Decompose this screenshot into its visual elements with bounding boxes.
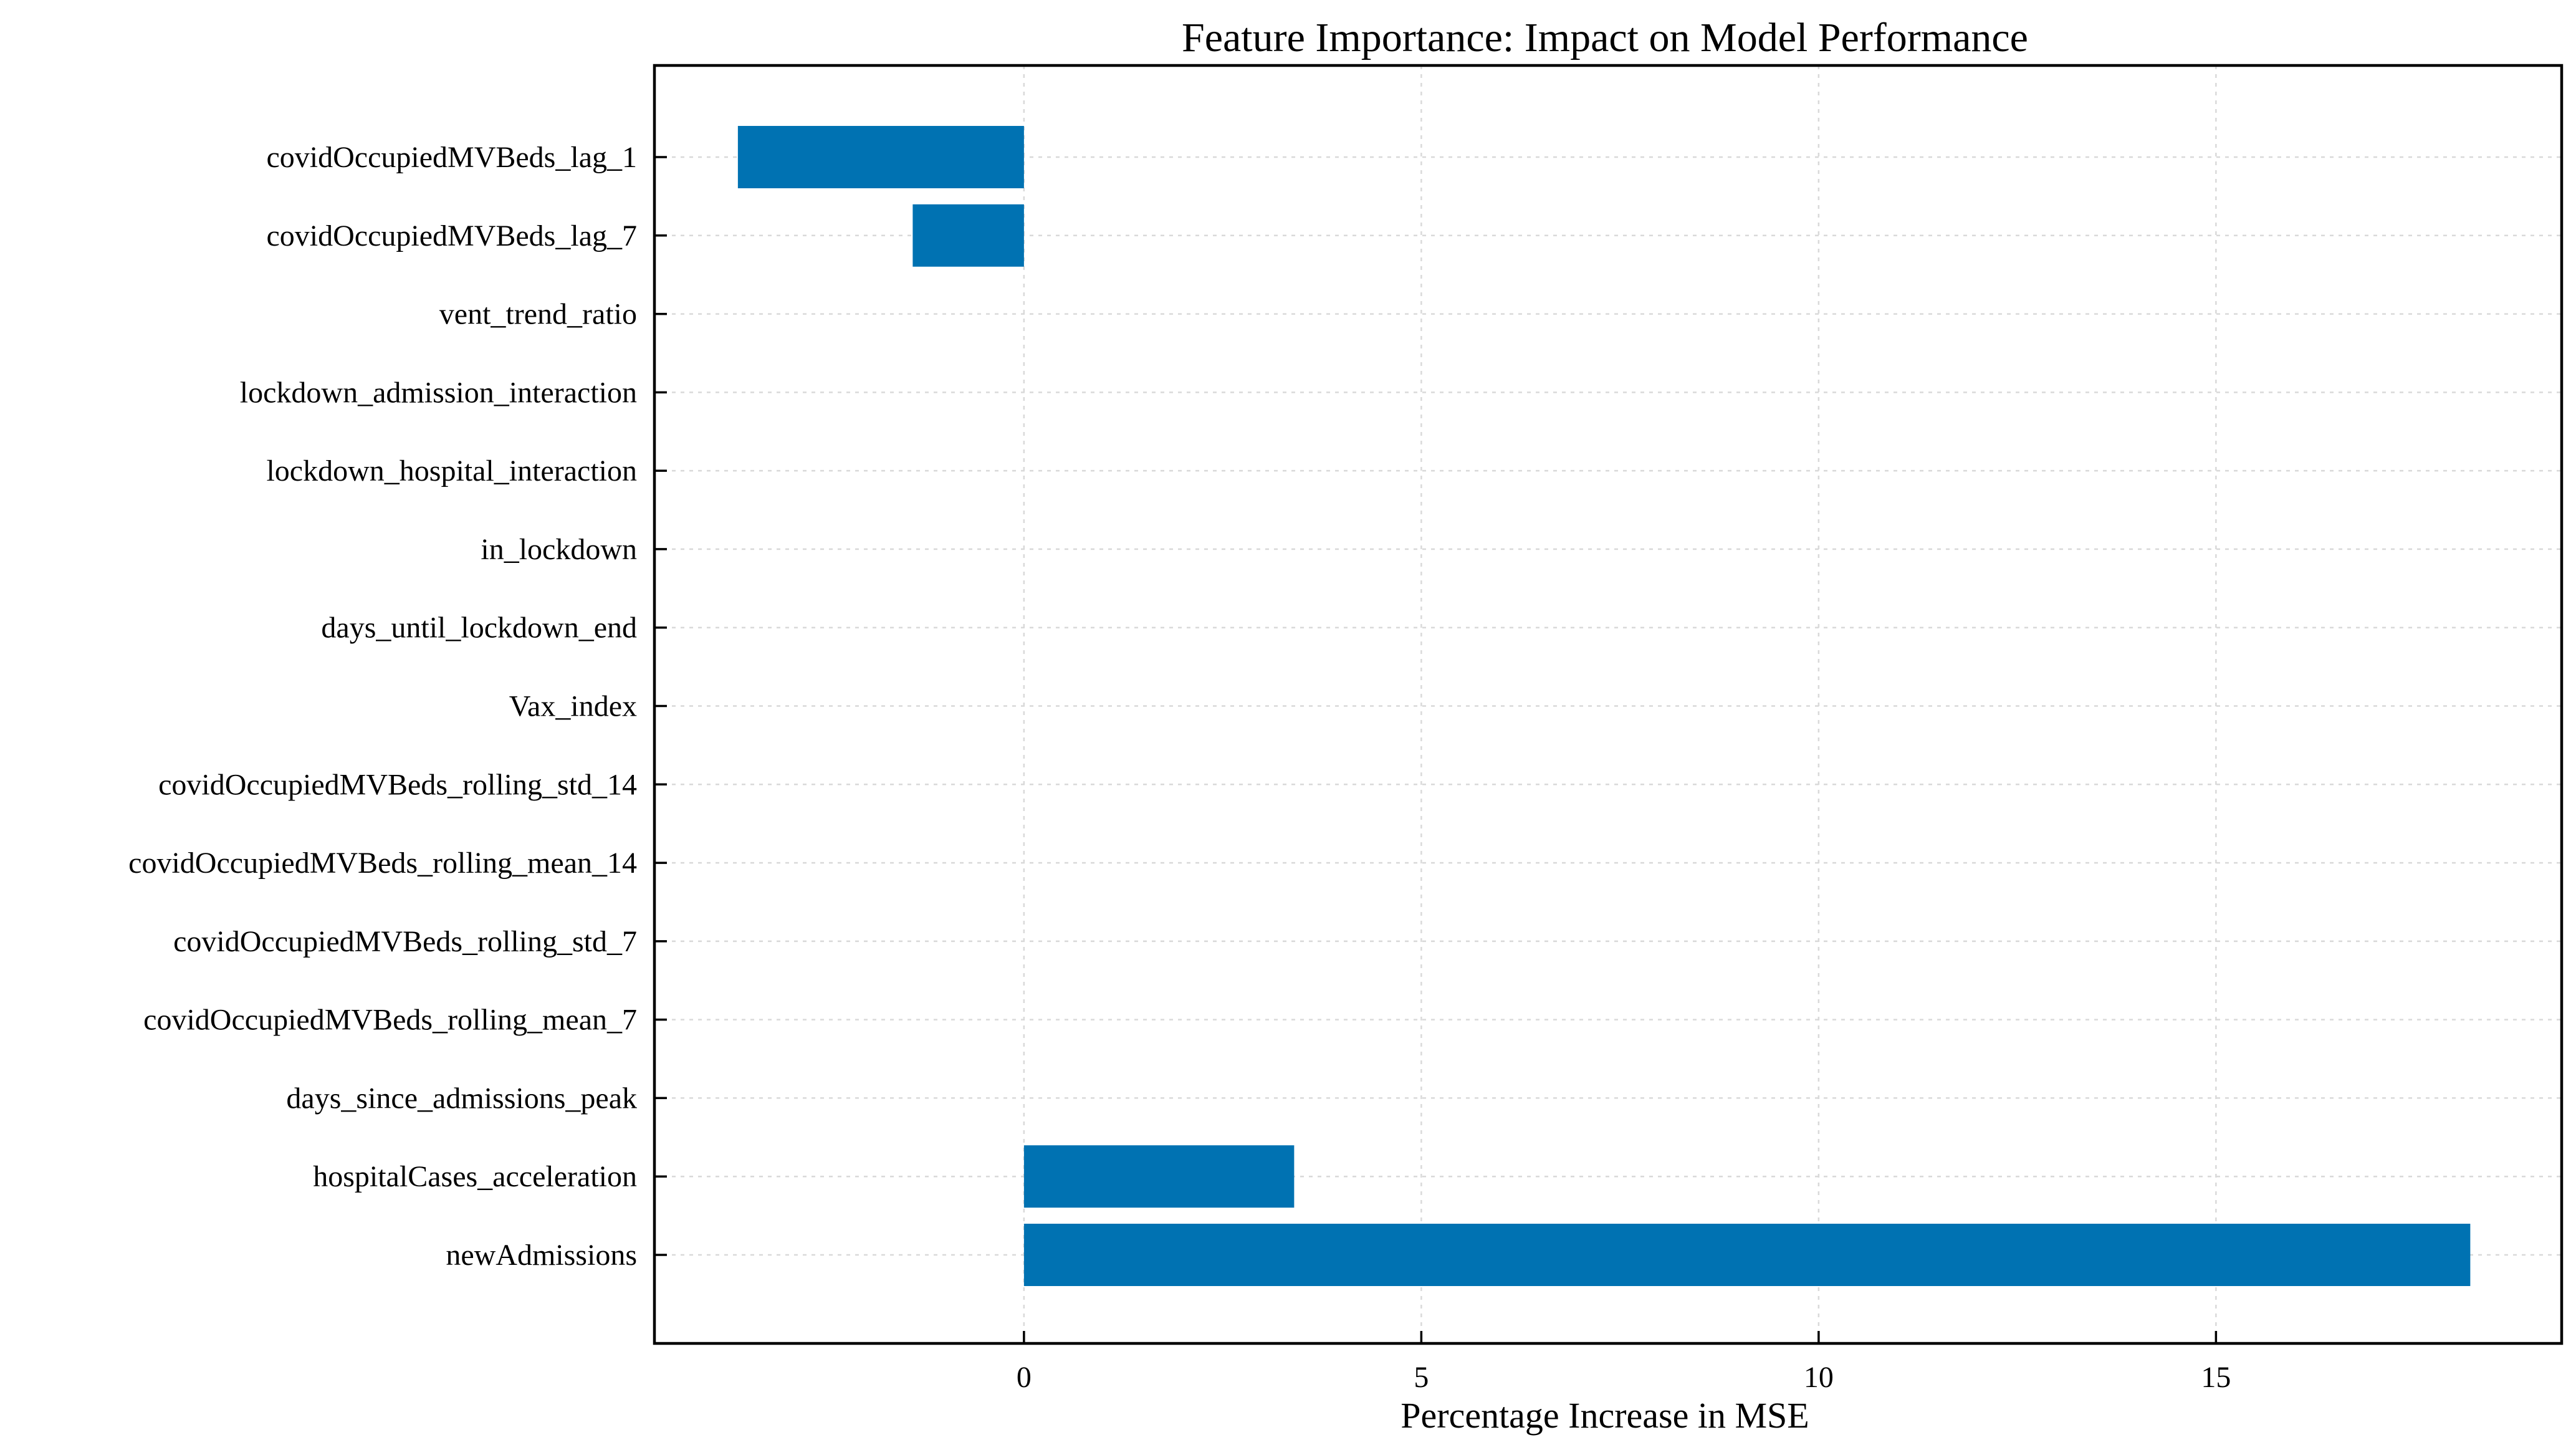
- grid: [654, 65, 2562, 1343]
- y-tick-label: days_until_lockdown_end: [321, 612, 637, 645]
- bar: [1023, 1145, 1295, 1208]
- x-tick-labels: 0 5 10 15: [1017, 1361, 2231, 1394]
- y-tick-labels: newAdmissions hospitalCases_acceleration d…: [128, 141, 637, 1272]
- y-tick-label: newAdmissions: [446, 1239, 637, 1272]
- x-tick-label: 15: [2201, 1361, 2231, 1394]
- bar: [912, 204, 1024, 267]
- y-tick-label: covidOccupiedMVBeds_lag_7: [266, 219, 637, 252]
- x-axis-label: Percentage Increase in MSE: [1401, 1395, 1809, 1436]
- bar: [1023, 1224, 2471, 1286]
- x-tick-label: 5: [1414, 1361, 1429, 1394]
- x-tick-label: 0: [1017, 1361, 1032, 1394]
- chart-title: Feature Importance: Impact on Model Perf…: [1182, 15, 2028, 60]
- y-tick-label: covidOccupiedMVBeds_rolling_mean_14: [128, 847, 637, 880]
- y-tick-label: lockdown_admission_interaction: [240, 376, 637, 409]
- y-tick-label: Vax_index: [509, 690, 637, 723]
- y-tick-label: in_lockdown: [481, 533, 637, 566]
- plot-frame: [653, 64, 2564, 1345]
- y-tick-label: covidOccupiedMVBeds_rolling_std_7: [173, 925, 637, 958]
- ticks: [654, 156, 2218, 1343]
- y-tick-label: hospitalCases_acceleration: [313, 1160, 637, 1193]
- y-tick-label: covidOccupiedMVBeds_lag_1: [266, 141, 637, 174]
- y-tick-label: vent_trend_ratio: [439, 298, 637, 331]
- bars: [737, 126, 2471, 1286]
- y-tick-label: lockdown_hospital_interaction: [266, 454, 637, 487]
- y-tick-label: covidOccupiedMVBeds_rolling_mean_7: [143, 1004, 637, 1037]
- bar: [737, 126, 1024, 188]
- y-tick-label: days_since_admissions_peak: [286, 1082, 637, 1115]
- x-tick-label: 10: [1804, 1361, 1834, 1394]
- y-tick-label: covidOccupiedMVBeds_rolling_std_14: [158, 768, 637, 801]
